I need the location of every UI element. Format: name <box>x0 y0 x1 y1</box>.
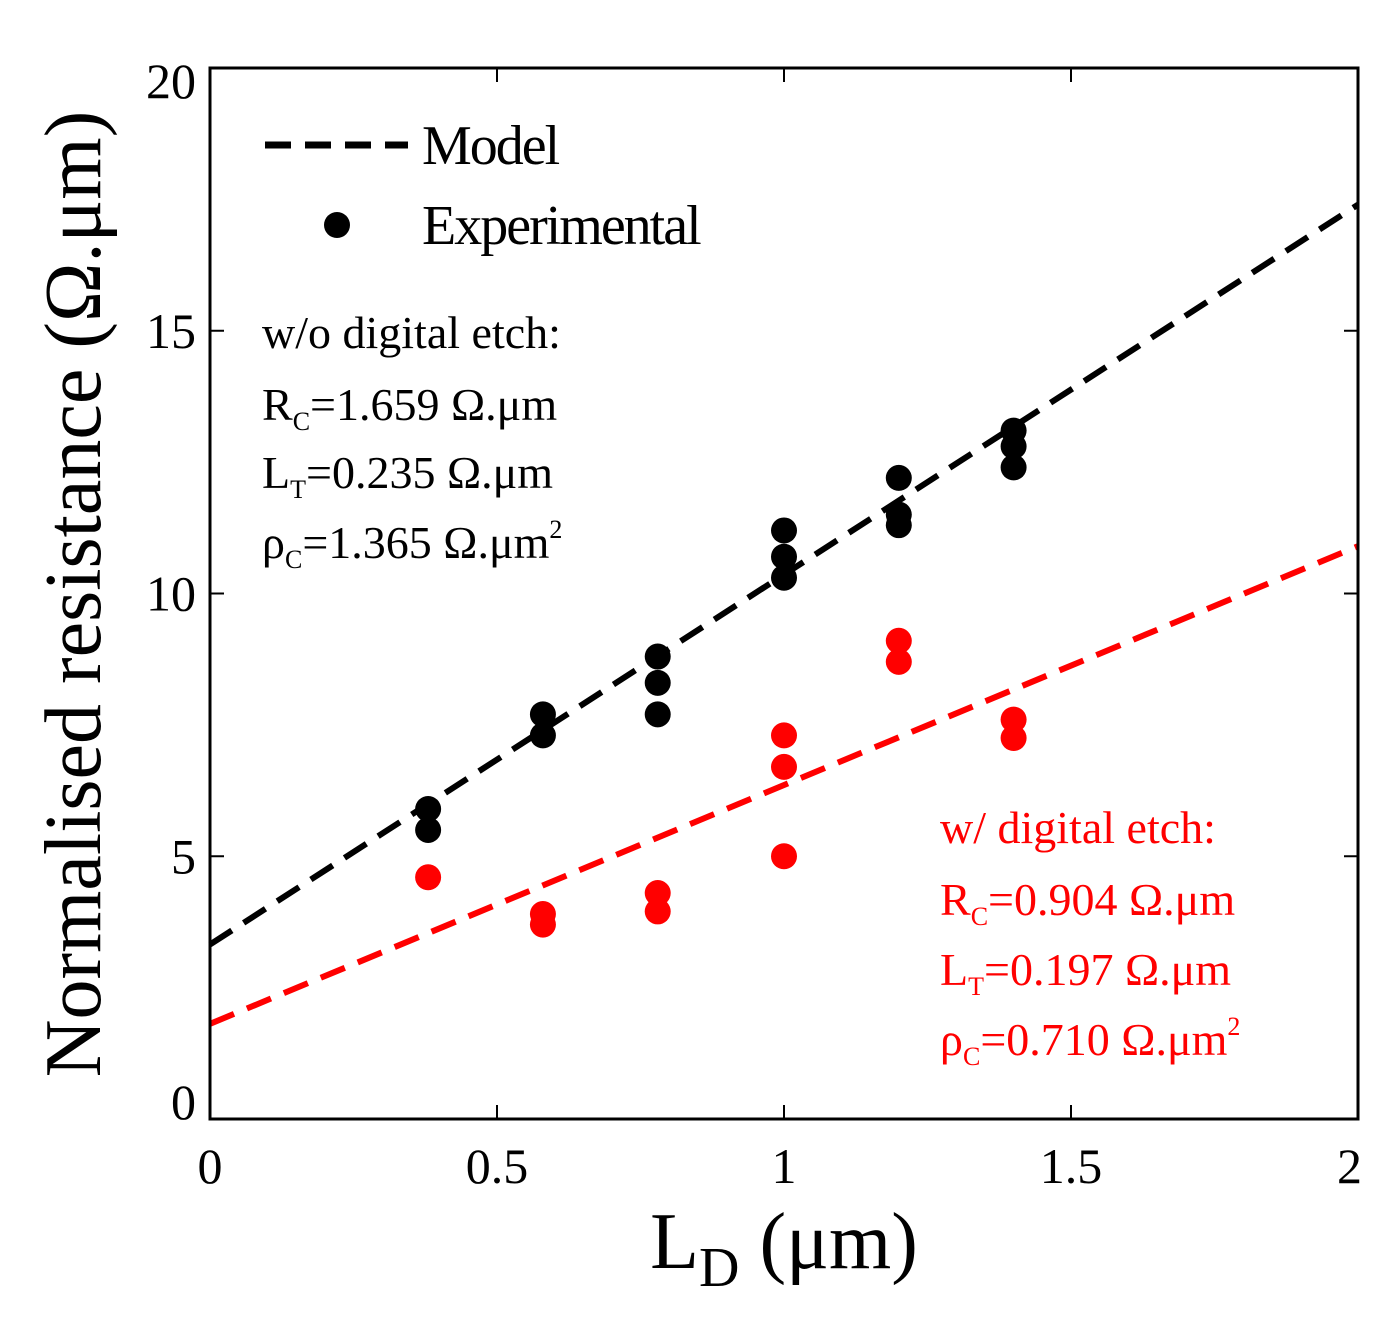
data-point <box>415 816 442 843</box>
y-tick-label: 15 <box>146 303 196 359</box>
data-point <box>771 564 797 591</box>
data-point <box>529 701 556 728</box>
data-point <box>885 648 912 675</box>
data-point <box>771 517 797 544</box>
legend-model-label: Model <box>422 115 560 177</box>
data-point <box>771 753 797 780</box>
y-tick-label: 0 <box>171 1074 196 1130</box>
data-point <box>415 864 442 891</box>
data-point <box>771 543 797 570</box>
annotation-heading: w/ digital etch: <box>940 802 1216 853</box>
data-point <box>1000 706 1027 733</box>
y-axis-title: Normalised resistance (Ω.μm) <box>30 111 118 1077</box>
annotation-transfer-length: LT=0.235 Ω.μm <box>262 447 553 504</box>
legend-experimental-label: Experimental <box>422 195 701 257</box>
data-point <box>885 512 912 539</box>
data-point <box>529 722 556 749</box>
y-tick-label: 10 <box>146 566 196 622</box>
annotation-contact-resistivity: ρC=1.365 Ω.μm2 <box>262 515 562 574</box>
plot-frame <box>208 66 1360 1121</box>
annotation-contact-resistance: RC=0.904 Ω.μm <box>940 874 1235 931</box>
data-point <box>644 701 671 728</box>
x-tick-label: 0.5 <box>466 1138 529 1194</box>
x-tick-label: 2 <box>1337 1138 1362 1194</box>
legend: Model Experimental <box>265 115 703 257</box>
annotation-contact-resistivity: ρC=0.710 Ω.μm2 <box>940 1012 1240 1071</box>
annotation-with-digital-etch: w/ digital etch: RC=0.904 Ω.μm LT=0.197 … <box>940 802 1240 1071</box>
x-tick-label: 0 <box>198 1138 223 1194</box>
annotation-without-digital-etch: w/o digital etch: RC=1.659 Ω.μm LT=0.235… <box>262 307 562 574</box>
data-point <box>885 464 912 491</box>
annotation-heading: w/o digital etch: <box>262 307 561 358</box>
legend-experimental-swatch <box>324 212 350 238</box>
data-point <box>1000 433 1027 460</box>
data-point <box>644 643 671 670</box>
data-point <box>771 722 797 749</box>
data-point <box>1000 725 1027 752</box>
data-point <box>644 898 671 925</box>
y-tick-label: 20 <box>146 53 196 109</box>
data-point <box>771 843 797 870</box>
model-line <box>208 543 1360 1027</box>
x-tick-label: 1.5 <box>1040 1138 1103 1194</box>
data-point <box>415 795 442 822</box>
x-tick-label: 1 <box>772 1138 797 1194</box>
data-point <box>644 880 671 907</box>
data-point <box>1000 454 1027 481</box>
y-tick-label: 5 <box>171 828 196 884</box>
annotation-transfer-length: LT=0.197 Ω.μm <box>940 944 1231 1001</box>
annotation-contact-resistance: RC=1.659 Ω.μm <box>262 379 557 436</box>
data-point <box>885 627 912 654</box>
data-point <box>529 911 556 938</box>
experimental-points <box>415 417 1027 938</box>
data-point <box>644 669 671 696</box>
x-axis-title: LD (μm) <box>650 1198 918 1299</box>
